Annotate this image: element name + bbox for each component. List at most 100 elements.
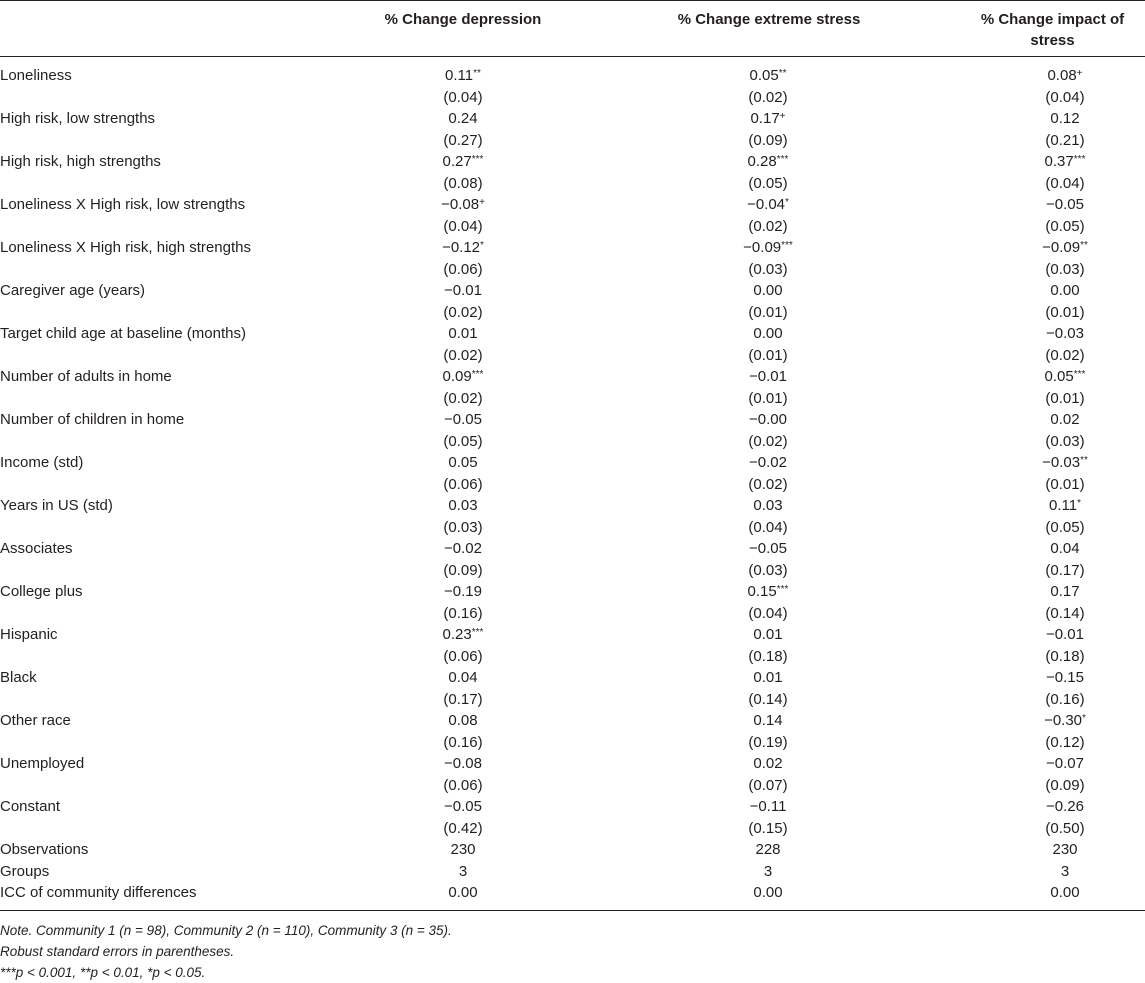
summary-value-cell: 230 — [450, 841, 476, 858]
coefficient-cell: −0.00 — [749, 411, 787, 428]
significance-stars: *** — [471, 627, 484, 638]
significance-stars: + — [779, 111, 786, 122]
summary-row: ICC of community differences 0.00 0.00 0.00 — [0, 882, 1145, 904]
note-robust-se: Robust standard errors in parentheses. — [0, 943, 235, 959]
standard-error-cell: (0.06) — [443, 475, 483, 493]
row-label: Other race — [0, 712, 71, 729]
standard-error-cell: (0.17) — [1045, 561, 1085, 579]
standard-error-cell: (0.01) — [1045, 475, 1085, 493]
standard-error-cell: (0.04) — [748, 518, 788, 536]
standard-error-cell: (0.05) — [748, 174, 788, 192]
table-row-se: (0.02) (0.01) (0.01) — [0, 388, 1145, 410]
standard-error-cell: (0.06) — [443, 260, 483, 278]
coefficient-cell: 0.28*** — [747, 153, 789, 170]
table-row: Target child age at baseline (months) 0.0… — [0, 323, 1145, 345]
row-label: Observations — [0, 841, 89, 858]
standard-error-cell: (0.09) — [748, 131, 788, 149]
table-row: Loneliness X High risk, low strengths −0.… — [0, 194, 1145, 216]
standard-error-cell: (0.12) — [1045, 733, 1085, 751]
table-row-se: (0.08) (0.05) (0.04) — [0, 173, 1145, 195]
summary-value-cell: 0.00 — [753, 884, 783, 901]
standard-error-cell: (0.50) — [1045, 819, 1085, 837]
column-header-extreme-stress: % Change extreme stress — [677, 11, 861, 28]
significance-stars: *** — [776, 584, 789, 595]
row-label: Target child age at baseline (months) — [0, 325, 246, 342]
standard-error-cell: (0.08) — [443, 174, 483, 192]
row-label: Unemployed — [0, 755, 85, 772]
coefficient-cell: 0.09*** — [442, 368, 484, 385]
coefficient-cell: −0.19 — [444, 583, 482, 600]
coefficient-cell: −0.05 — [444, 411, 482, 428]
standard-error-cell: (0.03) — [748, 260, 788, 278]
table-row-se: (0.02) (0.01) (0.01) — [0, 302, 1145, 324]
table-row-se: (0.27) (0.09) (0.21) — [0, 130, 1145, 152]
table-row: Other race 0.08 0.14 −0.30* — [0, 710, 1145, 732]
coefficient-cell: 0.04 — [448, 669, 478, 686]
row-label: Number of children in home — [0, 411, 185, 428]
coefficient-cell: 0.27*** — [442, 153, 484, 170]
table-row: College plus −0.19 0.15*** 0.17 — [0, 581, 1145, 603]
standard-error-cell: (0.05) — [443, 432, 483, 450]
standard-error-cell: (0.02) — [748, 88, 788, 106]
summary-value-cell: 228 — [755, 841, 781, 858]
summary-row: Observations 230 228 230 — [0, 839, 1145, 861]
row-label: Loneliness X High risk, high strengths — [0, 239, 251, 256]
standard-error-cell: (0.01) — [748, 303, 788, 321]
table-row: High risk, low strengths 0.24 0.17+ 0.12 — [0, 108, 1145, 130]
significance-stars: *** — [471, 154, 484, 165]
significance-stars: ** — [473, 68, 481, 79]
table-row-se: (0.06) (0.07) (0.09) — [0, 775, 1145, 797]
row-label: High risk, high strengths — [0, 153, 161, 170]
standard-error-cell: (0.18) — [1045, 647, 1085, 665]
coefficient-cell: 0.11** — [445, 67, 481, 84]
coefficient-cell: 0.04 — [1050, 540, 1080, 557]
standard-error-cell: (0.01) — [748, 389, 788, 407]
coefficient-cell: −0.08 — [444, 755, 482, 772]
significance-stars: ** — [1080, 455, 1088, 466]
significance-stars: + — [1076, 68, 1083, 79]
coefficient-cell: −0.12* — [442, 239, 484, 256]
standard-error-cell: (0.03) — [443, 518, 483, 536]
significance-stars: * — [1082, 713, 1086, 724]
table-row: Loneliness 0.11** 0.05** 0.08+ — [0, 65, 1145, 87]
row-label: Years in US (std) — [0, 497, 113, 514]
table-row-se: (0.17) (0.14) (0.16) — [0, 689, 1145, 711]
row-label: Number of adults in home — [0, 368, 172, 385]
row-label: Loneliness — [0, 67, 72, 84]
coefficient-cell: 0.01 — [448, 325, 478, 342]
table-row-se: (0.42) (0.15) (0.50) — [0, 818, 1145, 840]
standard-error-cell: (0.04) — [1045, 88, 1085, 106]
table-row: Years in US (std) 0.03 0.03 0.11* — [0, 495, 1145, 517]
standard-error-cell: (0.06) — [443, 776, 483, 794]
standard-error-cell: (0.04) — [443, 217, 483, 235]
coefficient-cell: 0.17+ — [750, 110, 786, 127]
coefficient-cell: 0.05 — [448, 454, 478, 471]
coefficient-cell: −0.03 — [1046, 325, 1084, 342]
standard-error-cell: (0.01) — [1045, 303, 1085, 321]
coefficient-cell: 0.00 — [1050, 282, 1080, 299]
table-row: Associates −0.02 −0.05 0.04 — [0, 538, 1145, 560]
coefficient-cell: 0.02 — [1050, 411, 1080, 428]
table-row: Caregiver age (years) −0.01 0.00 0.00 — [0, 280, 1145, 302]
summary-value-cell: 3 — [1060, 862, 1070, 880]
standard-error-cell: (0.21) — [1045, 131, 1085, 149]
table-row: Black 0.04 0.01 −0.15 — [0, 667, 1145, 689]
standard-error-cell: (0.02) — [1045, 346, 1085, 364]
standard-error-cell: (0.09) — [1045, 776, 1085, 794]
coefficient-cell: 0.37*** — [1044, 153, 1086, 170]
summary-value-cell: 3 — [458, 862, 468, 880]
row-label: Associates — [0, 540, 73, 557]
summary-value-cell: 3 — [763, 862, 773, 880]
standard-error-cell: (0.01) — [748, 346, 788, 364]
standard-error-cell: (0.05) — [1045, 518, 1085, 536]
standard-error-cell: (0.03) — [748, 561, 788, 579]
standard-error-cell: (0.42) — [443, 819, 483, 837]
coefficient-cell: 0.08+ — [1047, 67, 1083, 84]
coefficient-cell: −0.05 — [749, 540, 787, 557]
coefficient-cell: 0.14 — [753, 712, 783, 729]
coefficient-cell: 0.03 — [753, 497, 783, 514]
table-row: Number of adults in home 0.09*** −0.01 0.05… — [0, 366, 1145, 388]
coefficient-cell: −0.01 — [749, 368, 787, 385]
standard-error-cell: (0.04) — [748, 604, 788, 622]
coefficient-cell: −0.02 — [749, 454, 787, 471]
